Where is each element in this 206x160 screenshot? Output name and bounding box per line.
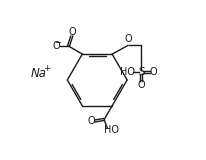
- Text: O: O: [137, 80, 144, 90]
- Text: S: S: [137, 67, 144, 77]
- Text: O: O: [123, 34, 131, 44]
- Text: HO: HO: [119, 67, 134, 77]
- Text: Na: Na: [30, 67, 46, 80]
- Text: −: −: [54, 38, 61, 47]
- Text: O: O: [52, 41, 60, 51]
- Text: HO: HO: [104, 125, 119, 135]
- Text: O: O: [149, 67, 156, 77]
- Text: O: O: [68, 27, 76, 37]
- Text: +: +: [43, 64, 50, 73]
- Text: O: O: [87, 116, 94, 126]
